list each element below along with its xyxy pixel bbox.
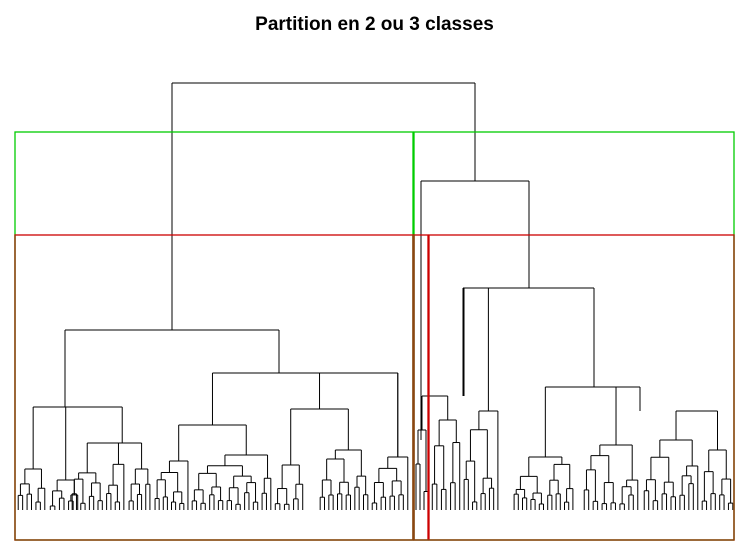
partition-boxes: [14, 131, 735, 541]
chart-title: Partition en 2 ou 3 classes: [255, 14, 494, 35]
partition-box-k2-right: [413, 131, 735, 541]
dendrogram-branches: [17, 82, 734, 510]
